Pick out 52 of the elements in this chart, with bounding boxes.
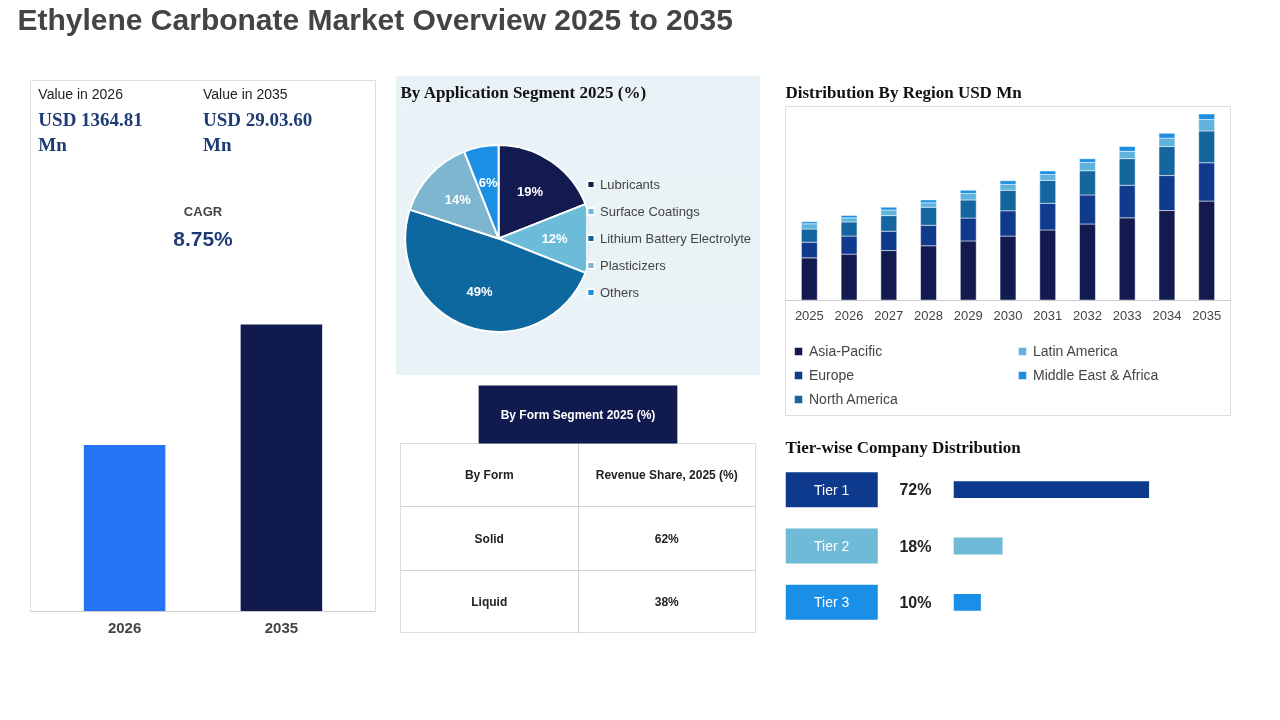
x-tick-label: 2035 [1192,308,1222,324]
legend-label: Lubricants [599,176,660,192]
data-label: 10% [899,593,932,611]
x-tick-label: 2034 [1152,308,1182,324]
legend-label: Europe [809,367,856,383]
x-tick-label: 2026 [834,308,864,324]
x-tick-label: 2031 [1033,308,1063,324]
text: CAGR [183,203,223,219]
data-label: 14% [444,192,472,208]
text: 38% [654,594,680,609]
x-tick-label: 2025 [794,308,824,324]
x-tick-label: 2027 [874,308,904,324]
text: 62% [654,531,680,546]
data-label: 6% [478,175,498,191]
data-label: 72% [899,481,932,499]
legend-label: Latin America [1033,343,1119,359]
text: Revenue Share, 2025 (%) [595,468,738,483]
x-tick-label: 2032 [1073,308,1102,324]
bar [840,215,858,219]
legend-label: Surface Coatings [599,203,700,219]
text: USD 29.03.60 Mn [203,109,313,156]
text: Value in 2026 [38,86,124,103]
x-tick-label: 2030 [993,308,1023,324]
text: By Form [464,468,514,483]
x-tick-label: 2029 [953,308,983,324]
chart-title: Distribution By Region USD Mn [785,82,1023,102]
legend-label: Lithium Battery Electrolyte [599,230,751,246]
y-tick-label: Tier 1 [813,481,850,498]
y-tick-label: Tier 3 [813,594,850,611]
text: Solid [474,531,504,546]
text: USD 1364.81 Mn [38,109,143,156]
data-label: 12% [541,231,569,246]
legend-label: Asia-Pacific [809,343,884,359]
legend-label: Middle East & Africa [1033,367,1160,383]
legend-label: Others [599,284,639,300]
chart-title: By Application Segment 2025 (%) [400,82,647,102]
legend-label: Plasticizers [599,257,666,273]
data-label: 18% [899,537,932,555]
text: By Form Segment 2025 (%) [500,407,656,422]
x-tick-label: 2035 [264,618,299,636]
text: Value in 2035 [203,86,288,103]
data-label: 19% [517,184,544,200]
x-tick-label: 2033 [1112,308,1142,324]
x-tick-label: 2028 [914,308,943,324]
text: Ethylene Carbonate Market Overview 2025 to 2035 [17,2,733,36]
text: Liquid [471,594,508,609]
text: 8.75% [173,226,234,250]
legend-label: North America [809,391,899,407]
data-label: 49% [466,284,494,300]
x-tick-label: 2026 [107,618,142,636]
chart-title: Tier-wise Company Distribution [785,437,1022,457]
y-tick-label: Tier 2 [813,538,850,554]
